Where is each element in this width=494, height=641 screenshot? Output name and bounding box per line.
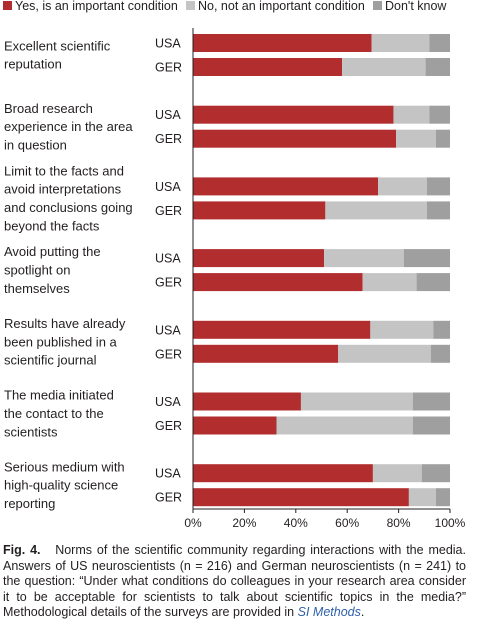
bar-segment-yes-is-an-important-condition-usa (193, 34, 372, 52)
bar-segment-yes-is-an-important-condition-ger (193, 201, 326, 220)
bar-segment-don-t-know-ger (430, 344, 450, 363)
country-label-usa: USA (155, 467, 181, 481)
bar-segment-yes-is-an-important-condition-ger (193, 488, 409, 507)
country-label-ger: GER (155, 419, 182, 433)
bar-segment-no-not-an-important-condition-ger (276, 416, 413, 435)
stacked-bar-chart: Yes, is an important condition No, not an… (3, 0, 466, 530)
bars-area (193, 34, 451, 507)
bar-segment-don-t-know-usa (412, 392, 451, 411)
condition-label-line: been published in a (4, 334, 118, 349)
condition-label-line: reputation (4, 57, 62, 72)
country-label-usa: USA (155, 108, 181, 122)
condition-label-line: Limit to the facts and (4, 163, 124, 178)
bar-segment-no-not-an-important-condition-ger (362, 273, 417, 292)
bar-segment-yes-is-an-important-condition-usa (193, 105, 394, 124)
bar-segment-yes-is-an-important-condition-ger (193, 416, 277, 435)
si-methods-link[interactable]: SI Methods (297, 605, 361, 620)
bar-segment-yes-is-an-important-condition-ger (193, 129, 397, 148)
condition-label-line: experience in the area (4, 119, 133, 134)
bar-segment-don-t-know-usa (426, 177, 450, 196)
bar-segment-yes-is-an-important-condition-usa (193, 249, 325, 268)
bar-segment-don-t-know-ger (416, 273, 450, 292)
bar-segment-don-t-know-usa (429, 105, 450, 124)
condition-label-line: themselves (4, 281, 70, 296)
x-tick-label: 20% (232, 516, 256, 530)
bar-segment-don-t-know-ger (435, 129, 450, 148)
legend-swatch-yes-is-an-important-condition (3, 1, 12, 10)
condition-labels: Excellent scientific reputation USA GER Broa… (4, 37, 182, 512)
bar-segment-no-not-an-important-condition-usa (324, 249, 404, 268)
condition-label-line: Excellent scientific (4, 38, 111, 53)
x-tick-label: 0% (184, 516, 202, 530)
condition-label-line: avoid interpretations (4, 182, 122, 197)
condition-label-line: The media initiated (4, 388, 114, 403)
bar-segment-no-not-an-important-condition-usa (371, 34, 430, 52)
legend-swatch-no-not-an-important-condition (186, 1, 195, 10)
condition-label-line: Avoid putting the (4, 244, 101, 259)
bar-segment-yes-is-an-important-condition-usa (193, 320, 371, 339)
figure-number: Fig. 4. (3, 543, 41, 557)
bar-segment-yes-is-an-important-condition-ger (193, 344, 339, 363)
x-tick-label: 40% (284, 516, 308, 530)
country-label-ger: GER (155, 132, 182, 146)
country-label-ger: GER (155, 204, 182, 218)
legend-label-don-t-know: Don't know (385, 0, 447, 13)
bar-segment-yes-is-an-important-condition-usa (193, 392, 301, 411)
x-axis: 0% 20% 40% 60% 80% 100% (184, 28, 466, 530)
bar-segment-no-not-an-important-condition-ger (396, 129, 436, 148)
condition-label-line: scientists (4, 424, 58, 439)
bar-segment-don-t-know-usa (433, 320, 451, 339)
bar-segment-no-not-an-important-condition-usa (300, 392, 413, 411)
country-label-usa: USA (155, 395, 181, 409)
country-label-usa: USA (155, 323, 181, 337)
legend-label-yes-is-an-important-condition: Yes, is an important condition (15, 0, 178, 13)
condition-label-line: Broad research (4, 101, 93, 116)
bar-segment-yes-is-an-important-condition-ger (193, 58, 343, 76)
bar-segment-no-not-an-important-condition-usa (393, 105, 430, 124)
condition-label-line: Serious medium with (4, 459, 125, 474)
bar-segment-don-t-know-usa (429, 34, 450, 52)
bar-segment-don-t-know-usa (403, 249, 450, 268)
country-label-usa: USA (155, 180, 181, 194)
country-label-usa: USA (155, 252, 181, 266)
condition-label-line: and conclusions going (4, 200, 133, 215)
bar-segment-yes-is-an-important-condition-usa (193, 177, 379, 196)
bar-segment-don-t-know-ger (425, 58, 450, 76)
bar-segment-no-not-an-important-condition-usa (370, 320, 434, 339)
country-label-ger: GER (155, 276, 182, 290)
condition-label-line: reporting (4, 496, 55, 511)
country-label-usa: USA (155, 37, 181, 51)
bar-segment-don-t-know-ger (412, 416, 451, 435)
bar-segment-yes-is-an-important-condition-usa (193, 464, 373, 483)
condition-label-line: beyond the facts (4, 219, 100, 234)
bar-segment-don-t-know-ger (435, 488, 450, 507)
x-tick-label: 60% (335, 516, 359, 530)
condition-label-line: the contact to the (4, 406, 104, 421)
figure-caption: Fig. 4. Norms of the scientific communit… (3, 543, 466, 621)
legend-label-no-not-an-important-condition: No, not an important condition (198, 0, 365, 13)
bar-segment-no-not-an-important-condition-ger (338, 344, 431, 363)
caption-end: . (360, 605, 365, 620)
bar-segment-no-not-an-important-condition-ger (325, 201, 427, 220)
condition-label-line: Results have already (4, 316, 126, 331)
condition-label-line: scientific journal (4, 353, 97, 368)
bar-segment-no-not-an-important-condition-usa (378, 177, 427, 196)
chart-legend: Yes, is an important condition No, not an… (3, 0, 447, 13)
country-label-ger: GER (155, 61, 182, 75)
country-label-ger: GER (155, 491, 182, 505)
bar-segment-no-not-an-important-condition-ger (342, 58, 426, 76)
legend-swatch-don-t-know (373, 1, 382, 10)
condition-label-line: spotlight on (4, 263, 71, 278)
condition-label-line: high-quality science (4, 478, 118, 493)
bar-segment-yes-is-an-important-condition-ger (193, 273, 363, 292)
x-tick-label: 80% (387, 516, 411, 530)
bar-segment-don-t-know-ger (426, 201, 450, 220)
bar-segment-no-not-an-important-condition-usa (372, 464, 422, 483)
country-label-ger: GER (155, 347, 182, 361)
bar-segment-don-t-know-usa (421, 464, 450, 483)
x-tick-label: 100% (435, 516, 466, 530)
bar-segment-no-not-an-important-condition-ger (408, 488, 436, 507)
caption-text: Norms of the scientific community regard… (3, 543, 466, 620)
condition-label-line: in question (4, 138, 67, 153)
